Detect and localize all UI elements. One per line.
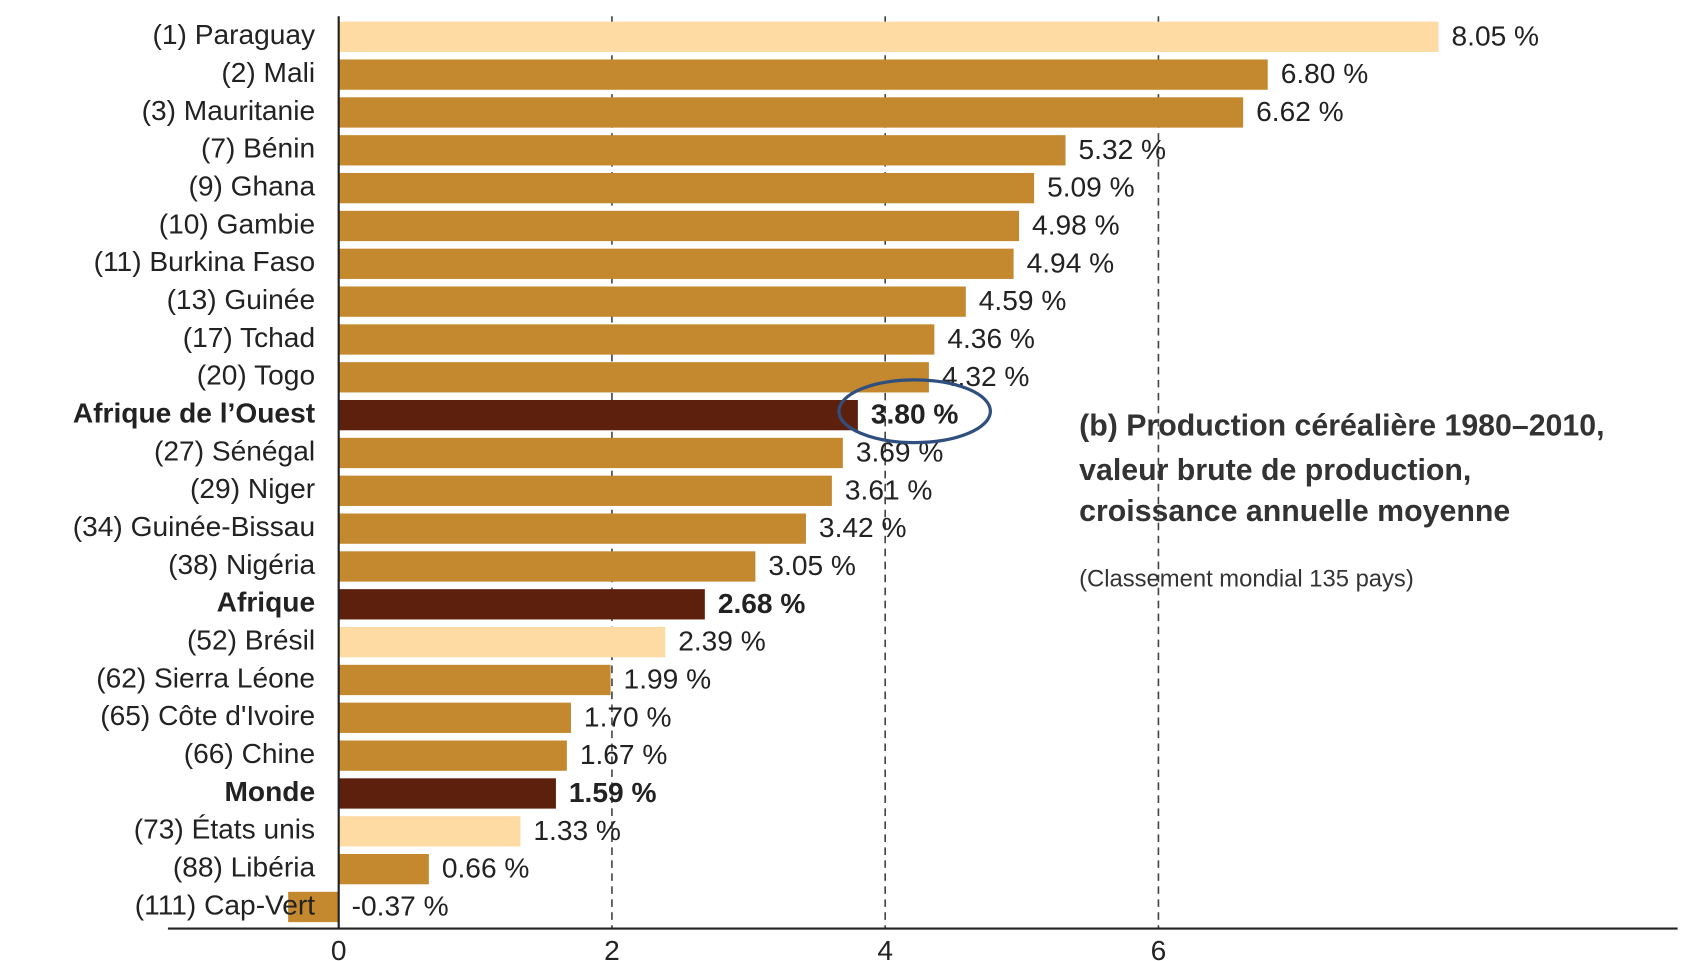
value-label: 3.80 % (871, 399, 959, 430)
x-tick-label: 0 (331, 935, 347, 961)
chart-title: valeur brute de production, (1079, 454, 1471, 487)
category-label: (13) Guinée (167, 284, 316, 315)
bar (338, 248, 1014, 279)
category-label: (73) États unis (134, 814, 315, 845)
x-tick-label: 6 (1151, 935, 1167, 961)
category-label: (20) Togo (197, 360, 315, 391)
bar (338, 135, 1066, 166)
value-label: 0.66 % (442, 853, 530, 884)
bar (338, 740, 567, 771)
bar (338, 853, 429, 885)
plot: 0 2 4 6 (1) Paraguay 8.05 % (2) Mali 6.80 % (3) … (73, 16, 1678, 961)
value-label: 1.67 % (580, 739, 668, 770)
bar (338, 210, 1020, 242)
category-label: (7) Bénin (201, 133, 315, 164)
chart-subtitle: (Classement mondial 135 pays) (1079, 565, 1414, 592)
bar (338, 778, 556, 809)
category-label: (9) Ghana (188, 171, 315, 202)
value-label: 1.99 % (624, 663, 712, 694)
value-label: 2.68 % (718, 588, 806, 619)
category-label: (11) Burkina Faso (94, 246, 315, 277)
bar (338, 172, 1035, 204)
value-label: 1.59 % (569, 777, 657, 808)
bar (288, 891, 339, 923)
bar (338, 324, 935, 355)
category-label: Afrique (217, 587, 315, 618)
bar (338, 21, 1439, 52)
category-label: (10) Gambie (159, 208, 315, 239)
value-label: 4.32 % (942, 361, 1030, 392)
category-label: (29) Niger (190, 473, 315, 504)
category-label: (88) Libéria (173, 852, 316, 883)
value-label: 6.80 % (1281, 58, 1369, 89)
bar (338, 475, 832, 506)
bar (338, 362, 929, 393)
bar (338, 702, 571, 733)
value-label: 5.32 % (1079, 134, 1167, 165)
category-label: Monde (224, 776, 315, 807)
category-label: (1) Paraguay (153, 19, 316, 50)
x-tick-label: 4 (877, 935, 893, 961)
chart-title: croissance annuelle moyenne (1079, 495, 1510, 528)
bar (338, 626, 666, 658)
category-label: (2) Mali (221, 57, 315, 88)
bar (338, 551, 756, 582)
value-label: 1.70 % (584, 701, 672, 732)
value-label: 3.61 % (845, 474, 933, 505)
highlight-oval (837, 378, 993, 445)
bar (338, 816, 521, 847)
bar (338, 589, 705, 620)
x-tick-label: 2 (604, 935, 620, 961)
category-label: (17) Tchad (183, 322, 315, 353)
bar (338, 399, 858, 431)
value-label: 8.05 % (1451, 20, 1539, 51)
category-label: (27) Sénégal (154, 435, 315, 466)
category-label: (52) Brésil (187, 625, 315, 656)
value-label: -0.37 % (352, 890, 449, 921)
value-label: 1.33 % (533, 815, 621, 846)
bar (338, 97, 1244, 128)
value-label: 3.05 % (768, 550, 856, 581)
bar (338, 437, 843, 469)
category-label: (3) Mauritanie (142, 95, 316, 126)
value-label: 4.36 % (947, 323, 1035, 354)
category-label: (34) Guinée-Bissau (73, 511, 315, 542)
value-label: 3.42 % (819, 512, 907, 543)
category-label: (65) Côte d'Ivoire (100, 700, 315, 731)
value-label: 5.09 % (1047, 172, 1135, 203)
category-label: (66) Chine (184, 738, 315, 769)
bar (338, 286, 966, 317)
category-label: (62) Sierra Léone (96, 662, 315, 693)
bar (338, 59, 1268, 90)
value-label: 6.62 % (1256, 96, 1344, 127)
category-label: Afrique de l’Ouest (73, 398, 316, 429)
bar (338, 664, 611, 696)
category-label: (38) Nigéria (168, 549, 315, 580)
category-label: (111) Cap-Vert (135, 889, 315, 920)
value-label: 4.98 % (1032, 209, 1120, 240)
value-label: 4.59 % (979, 285, 1067, 316)
value-label: 4.94 % (1027, 247, 1115, 278)
bar (338, 513, 806, 544)
chart-title: (b) Production céréalière 1980–2010, (1079, 409, 1604, 442)
value-label: 2.39 % (678, 626, 766, 657)
